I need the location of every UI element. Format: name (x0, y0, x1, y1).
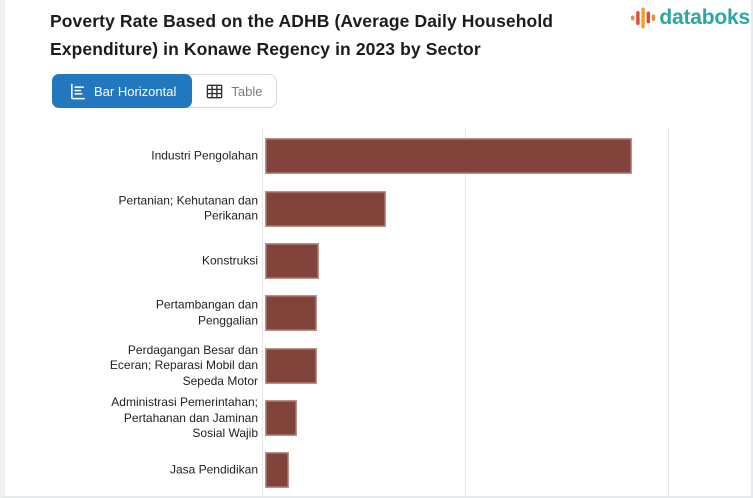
bar-administrasi-pemerintahan-pertahanan-dan-jaminan-sosial-wajib[interactable] (264, 400, 297, 436)
chart-row: Administrasi Pemerintahan; Pertahanan da… (5, 392, 751, 444)
chart-title: Poverty Rate Based on the ADHB (Average … (50, 11, 554, 59)
category-label: Konstruksi (201, 253, 258, 268)
chart-row: Konstruksi (5, 235, 751, 287)
chart-row: Pertanian; Kehutanan dan Perikanan (5, 183, 751, 235)
y-axis-line (261, 127, 263, 496)
pulse-bars-icon (630, 4, 657, 37)
table-grid-icon (205, 82, 224, 101)
databoks-logo-text: databoks (659, 6, 750, 29)
bar-pertambangan-dan-penggalian[interactable] (264, 295, 318, 332)
category-label: Jasa Pendidikan (169, 462, 258, 477)
bar-horizontal-chart-icon (68, 82, 87, 101)
chart-row: Pertambangan dan Penggalian (5, 287, 751, 339)
bar-chart-area: Industri Pengolahan Pertanian; Kehutanan … (5, 0, 751, 496)
tab-table-label: Table (231, 83, 263, 99)
category-label: Industri Pengolahan (151, 148, 258, 163)
chart-row: Jasa Pendidikan (5, 444, 751, 496)
bar-konstruksi[interactable] (264, 243, 320, 280)
x-gridline (464, 127, 466, 496)
tab-bar-horizontal-label: Bar Horizontal (94, 83, 177, 99)
bar-industri-pengolahan[interactable] (264, 138, 632, 175)
tab-bar-horizontal[interactable]: Bar Horizontal (52, 74, 193, 108)
bar-perdagangan-besar-dan-eceran-reparasi-mobil-dan-sepeda-motor[interactable] (264, 347, 318, 384)
x-gridline (667, 127, 669, 496)
chart-row: Perdagangan Besar dan Eceran; Reparasi M… (5, 340, 751, 392)
category-label: Pertanian; Kehutanan dan Perikanan (118, 193, 258, 223)
bar-jasa-pendidikan[interactable] (264, 452, 289, 489)
category-label: Administrasi Pemerintahan; Pertahanan da… (111, 394, 258, 440)
bar-pertanian-kehutanan-dan-perikanan[interactable] (264, 190, 387, 227)
tab-table[interactable]: Table (191, 75, 276, 107)
databoks-logo[interactable]: databoks (630, 4, 750, 37)
category-label: Pertambangan dan Penggalian (155, 297, 258, 328)
chart-row: Industri Pengolahan (5, 130, 751, 182)
view-toggle-group: Bar Horizontal Table (52, 74, 278, 108)
category-label: Perdagangan Besar dan Eceran; Reparasi M… (109, 342, 258, 388)
